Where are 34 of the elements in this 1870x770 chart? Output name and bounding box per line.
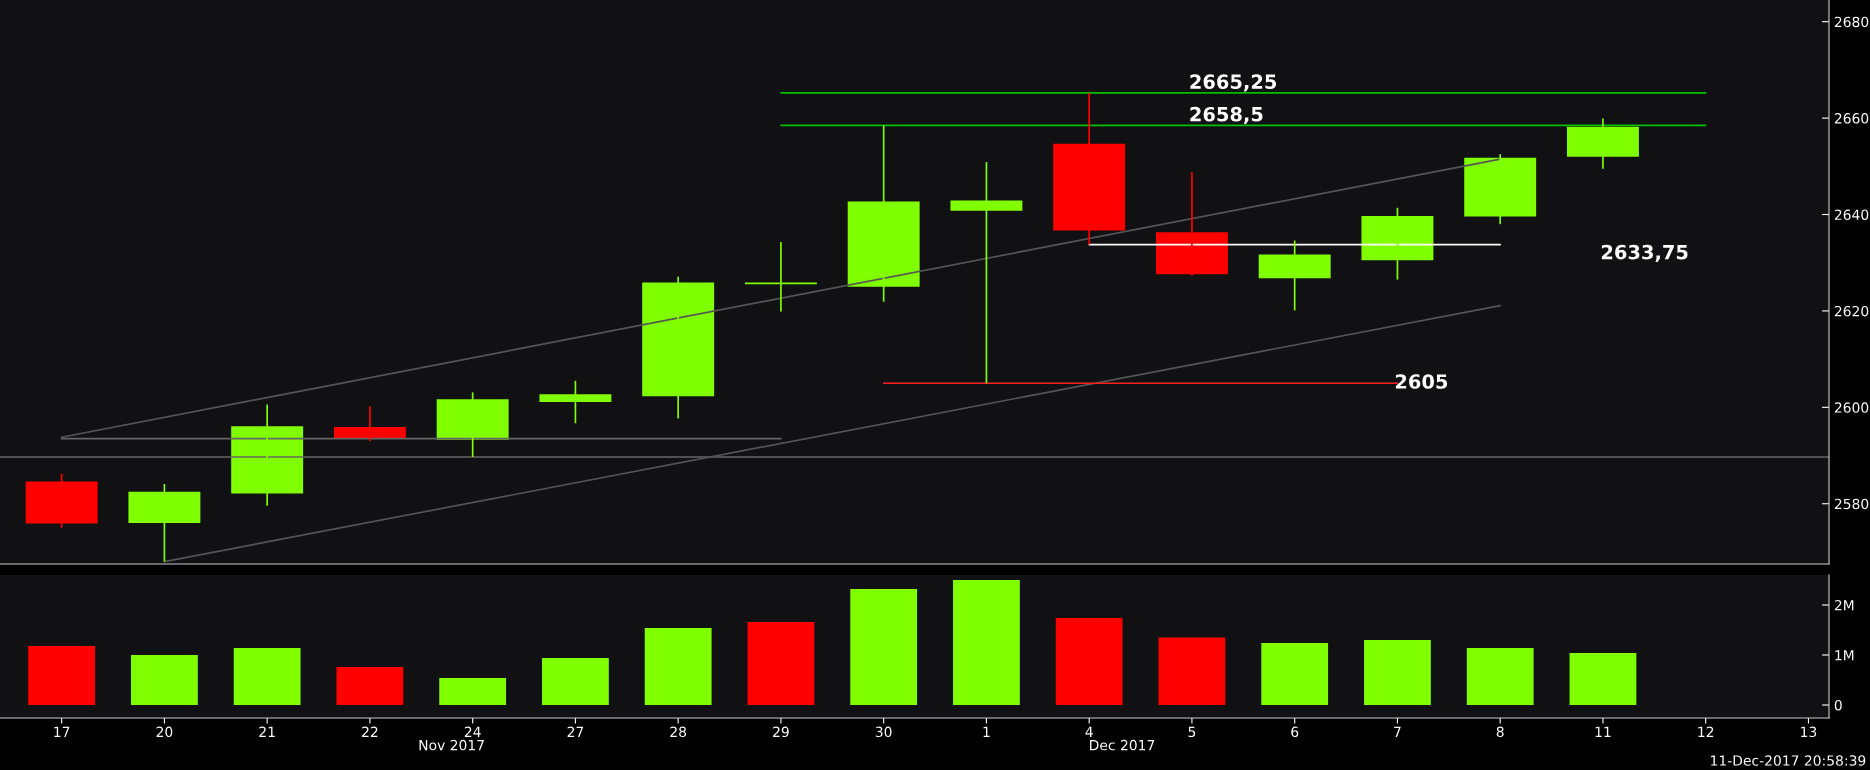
x-tick-label: 8	[1496, 726, 1504, 738]
x-tick-label: 28	[670, 726, 687, 738]
x-tick-label: 17	[54, 726, 70, 737]
y-tick-label: 2M	[1834, 599, 1854, 611]
annotation: 2665,25	[1190, 74, 1277, 92]
x-tick-label: 6	[1291, 726, 1299, 738]
x-tick-label: 1	[983, 726, 990, 737]
y-tick-label: 0	[1834, 699, 1842, 711]
x-tick-label: 12	[1698, 726, 1714, 737]
text: Dec 2017	[1090, 739, 1155, 751]
annotation: 2658,5	[1190, 106, 1263, 125]
x-tick-label: 5	[1188, 726, 1196, 738]
y-tick-label: 2580	[1834, 498, 1869, 510]
x-tick-label: 30	[875, 726, 892, 738]
annotation: 2605	[1395, 374, 1448, 389]
text: 11-Dec-2017 20:58:39	[1711, 755, 1866, 766]
y-tick-label: 2660	[1834, 113, 1869, 124]
x-tick-label: 29	[773, 726, 789, 738]
x-tick-label: 24	[464, 726, 481, 737]
x-tick-label: 11	[1595, 726, 1611, 737]
y-tick-label: 2620	[1834, 305, 1869, 317]
x-tick-label: 22	[362, 726, 378, 737]
x-tick-label: 27	[567, 726, 584, 737]
annotation: 2633,75	[1601, 244, 1688, 262]
y-tick-label: 2640	[1834, 209, 1869, 220]
y-tick-label: 2680	[1834, 16, 1869, 28]
text: Nov 2017	[419, 739, 484, 751]
y-tick-label: 2600	[1834, 402, 1869, 413]
x-tick-label: 21	[259, 726, 275, 737]
x-tick-label: 4	[1085, 726, 1093, 737]
y-tick-label: 1M	[1835, 650, 1854, 661]
x-tick-label: 20	[156, 726, 173, 738]
x-tick-label: 7	[1394, 726, 1401, 737]
x-tick-label: 13	[1801, 726, 1817, 738]
